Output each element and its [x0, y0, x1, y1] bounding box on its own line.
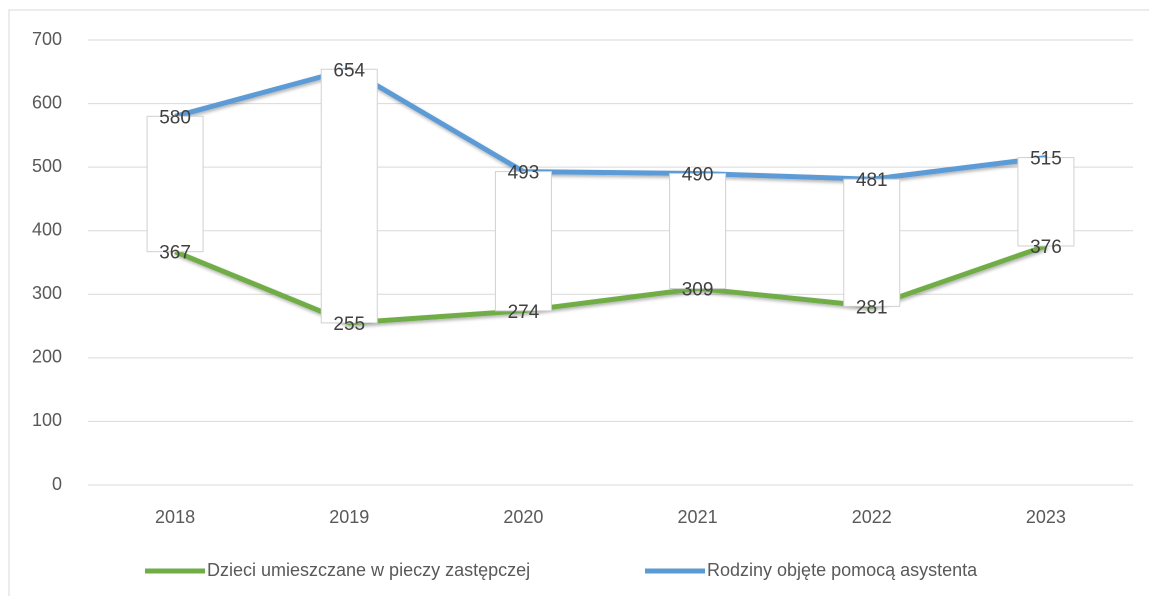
data-label: 309	[682, 280, 714, 301]
y-tick-label: 300	[32, 283, 62, 303]
y-tick-label: 200	[32, 347, 62, 367]
x-tick-label: 2019	[329, 507, 369, 527]
y-tick-label: 0	[52, 474, 62, 494]
x-tick-label: 2020	[503, 507, 543, 527]
data-label: 481	[856, 170, 888, 191]
y-tick-label: 100	[32, 410, 62, 430]
data-label: 274	[508, 302, 540, 323]
legend-label: Rodziny objęte pomocą asystenta	[707, 560, 978, 580]
up-down-bar	[494, 171, 552, 312]
data-label: 255	[333, 314, 365, 335]
series-line	[174, 66, 1047, 182]
y-tick-label: 400	[32, 219, 62, 239]
x-tick-label: 2023	[1026, 507, 1066, 527]
data-label: 580	[159, 107, 191, 128]
legend-label: Dzieci umieszczane w pieczy zastępczej	[207, 560, 530, 580]
x-tick-label: 2022	[852, 507, 892, 527]
y-tick-label: 500	[32, 156, 62, 176]
y-tick-label: 700	[32, 29, 62, 49]
up-down-bar	[320, 68, 378, 324]
up-down-bar	[146, 115, 204, 253]
up-down-bar	[669, 173, 727, 290]
up-down-bar	[843, 178, 901, 307]
x-tick-label: 2021	[678, 507, 718, 527]
y-tick-label: 600	[32, 92, 62, 112]
data-label: 493	[508, 163, 540, 184]
data-label: 367	[159, 243, 191, 264]
data-label: 490	[682, 165, 714, 186]
series-line	[174, 243, 1047, 326]
data-label: 376	[1030, 237, 1062, 258]
data-label: 515	[1030, 149, 1062, 170]
x-tick-label: 2018	[155, 507, 195, 527]
data-label: 654	[333, 60, 365, 81]
up-down-bar	[1017, 157, 1075, 247]
data-label: 281	[856, 297, 888, 318]
